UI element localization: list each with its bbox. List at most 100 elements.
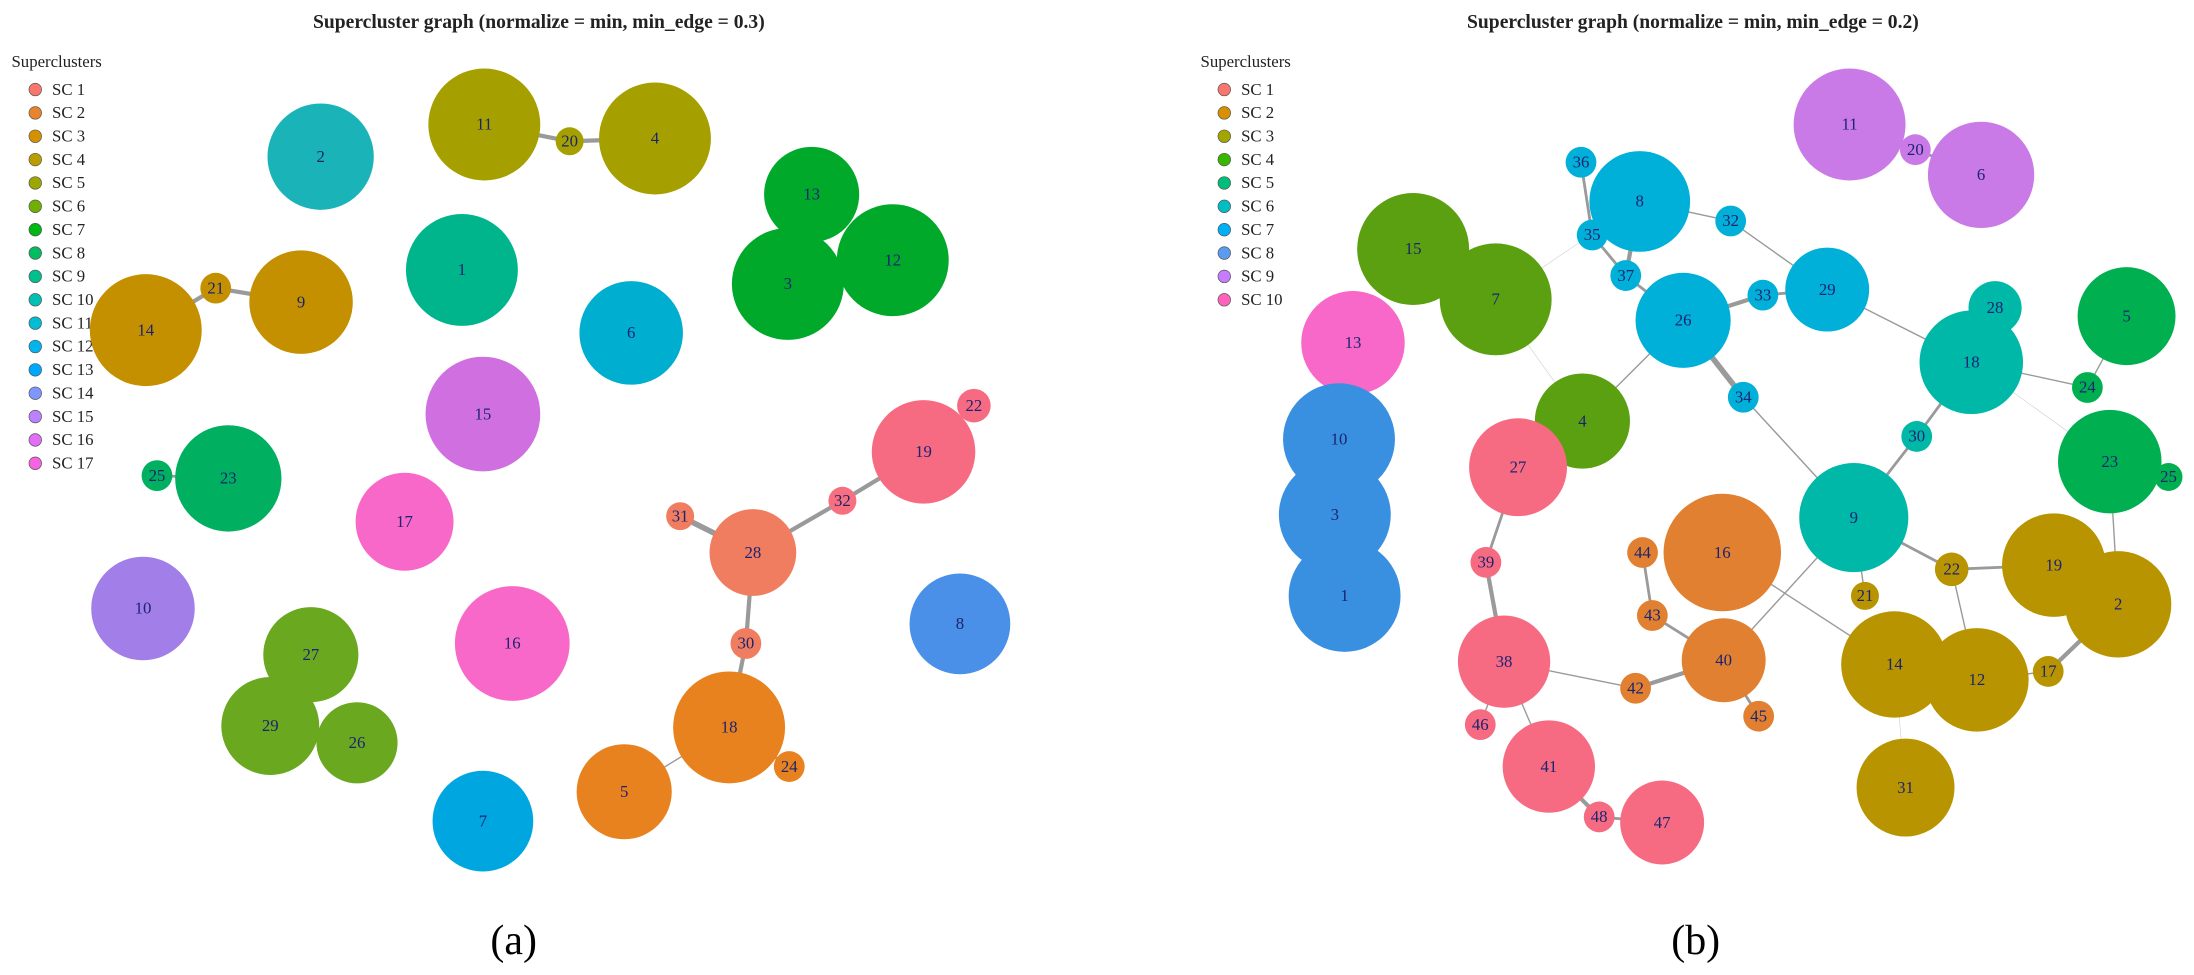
node-label: 31 [672, 506, 689, 525]
node-label: 30 [1908, 427, 1925, 446]
node [1934, 552, 1969, 587]
node-label: 5 [2122, 306, 2130, 325]
legend-label: SC 7 [52, 220, 85, 239]
node-label: 9 [297, 292, 305, 311]
legend-dot [1217, 82, 1231, 97]
node [957, 388, 991, 423]
node [1899, 134, 1931, 166]
node-label: 19 [2045, 555, 2062, 574]
node [1464, 709, 1496, 740]
node-label: 18 [1963, 353, 1980, 372]
node [1576, 219, 1608, 251]
node-label: 8 [1636, 192, 1644, 211]
node [141, 460, 173, 491]
legend-label: SC 14 [52, 383, 94, 402]
node [2077, 267, 2176, 366]
node [1747, 279, 1779, 311]
legend-label: SC 3 [52, 126, 85, 145]
node-label: 6 [1977, 165, 1985, 184]
node-label: 22 [1943, 560, 1960, 579]
node [1785, 247, 1870, 332]
node [1635, 272, 1731, 368]
node [91, 556, 195, 661]
legend-label: SC 16 [52, 430, 93, 449]
node [1901, 421, 1933, 452]
node [1927, 121, 2035, 229]
node [666, 502, 695, 531]
legend-dot [28, 433, 42, 447]
node [1793, 68, 1906, 181]
legend-label: SC 11 [52, 313, 93, 332]
node [1799, 463, 1909, 573]
legend-dot [28, 293, 42, 307]
legend-dot [1217, 129, 1231, 143]
node-label: 36 [1573, 153, 1590, 172]
node [1841, 611, 1948, 718]
node [1288, 539, 1401, 652]
node [175, 425, 282, 532]
node [1439, 243, 1552, 356]
legend-label: SC 15 [52, 407, 93, 426]
legend-dot [28, 152, 42, 167]
node-label: 32 [834, 491, 851, 510]
legend-dot [28, 269, 42, 284]
node-label: 14 [1886, 655, 1903, 674]
legend-dot [28, 386, 42, 400]
node [1743, 700, 1775, 732]
node-label: 43 [1644, 606, 1661, 625]
node-label: 2 [2114, 595, 2122, 614]
legend-label: SC 8 [1241, 243, 1274, 262]
node [1620, 672, 1651, 704]
node [1715, 205, 1747, 237]
node [1357, 193, 1470, 305]
node [1636, 600, 1668, 631]
legend-label: SC 4 [52, 150, 86, 169]
node [871, 400, 976, 504]
node [221, 677, 320, 775]
node [432, 770, 534, 872]
node [454, 586, 570, 701]
node-label: 48 [1591, 807, 1608, 826]
node [909, 573, 1011, 675]
node-label: 2 [316, 147, 324, 166]
node [731, 228, 844, 340]
node-label: 25 [149, 466, 166, 485]
node-label: 27 [1510, 457, 1527, 476]
legend-dot [1217, 269, 1231, 284]
node-label: 46 [1472, 715, 1489, 734]
node-label: 34 [1735, 388, 1752, 407]
node-label: 13 [803, 185, 820, 204]
node-label: 21 [207, 278, 224, 297]
node [405, 214, 518, 326]
node-label: 28 [1987, 298, 2004, 317]
legend-label: SC 1 [52, 80, 85, 99]
node [1850, 581, 1879, 610]
node-label: 17 [2040, 662, 2057, 681]
node [2072, 372, 2103, 403]
legend-dot [28, 176, 42, 190]
node [730, 628, 762, 659]
node-label: 18 [721, 718, 738, 737]
legend-label: SC 10 [52, 290, 93, 309]
node-label: 7 [479, 811, 487, 830]
node-label: 26 [349, 733, 366, 752]
node-label: 1 [458, 260, 466, 279]
node-label: 20 [561, 132, 578, 151]
node-label: 41 [1540, 757, 1557, 776]
panel: Supercluster graph (normalize = min, min… [11, 12, 1011, 964]
node [1457, 615, 1551, 708]
node [249, 250, 353, 354]
legend-label: SC 13 [52, 360, 93, 379]
node [89, 274, 202, 387]
legend-label: SC 9 [1241, 267, 1274, 286]
node-label: 26 [1675, 311, 1692, 330]
legend-title: Superclusters [11, 52, 101, 71]
panel-caption: (a) [490, 918, 537, 964]
legend-label: SC 9 [52, 267, 85, 286]
legend-dot [1217, 152, 1231, 167]
node-label: 24 [2079, 378, 2096, 397]
legend-label: SC 3 [1241, 126, 1274, 145]
node-label: 21 [1857, 586, 1874, 605]
node [1663, 493, 1782, 612]
